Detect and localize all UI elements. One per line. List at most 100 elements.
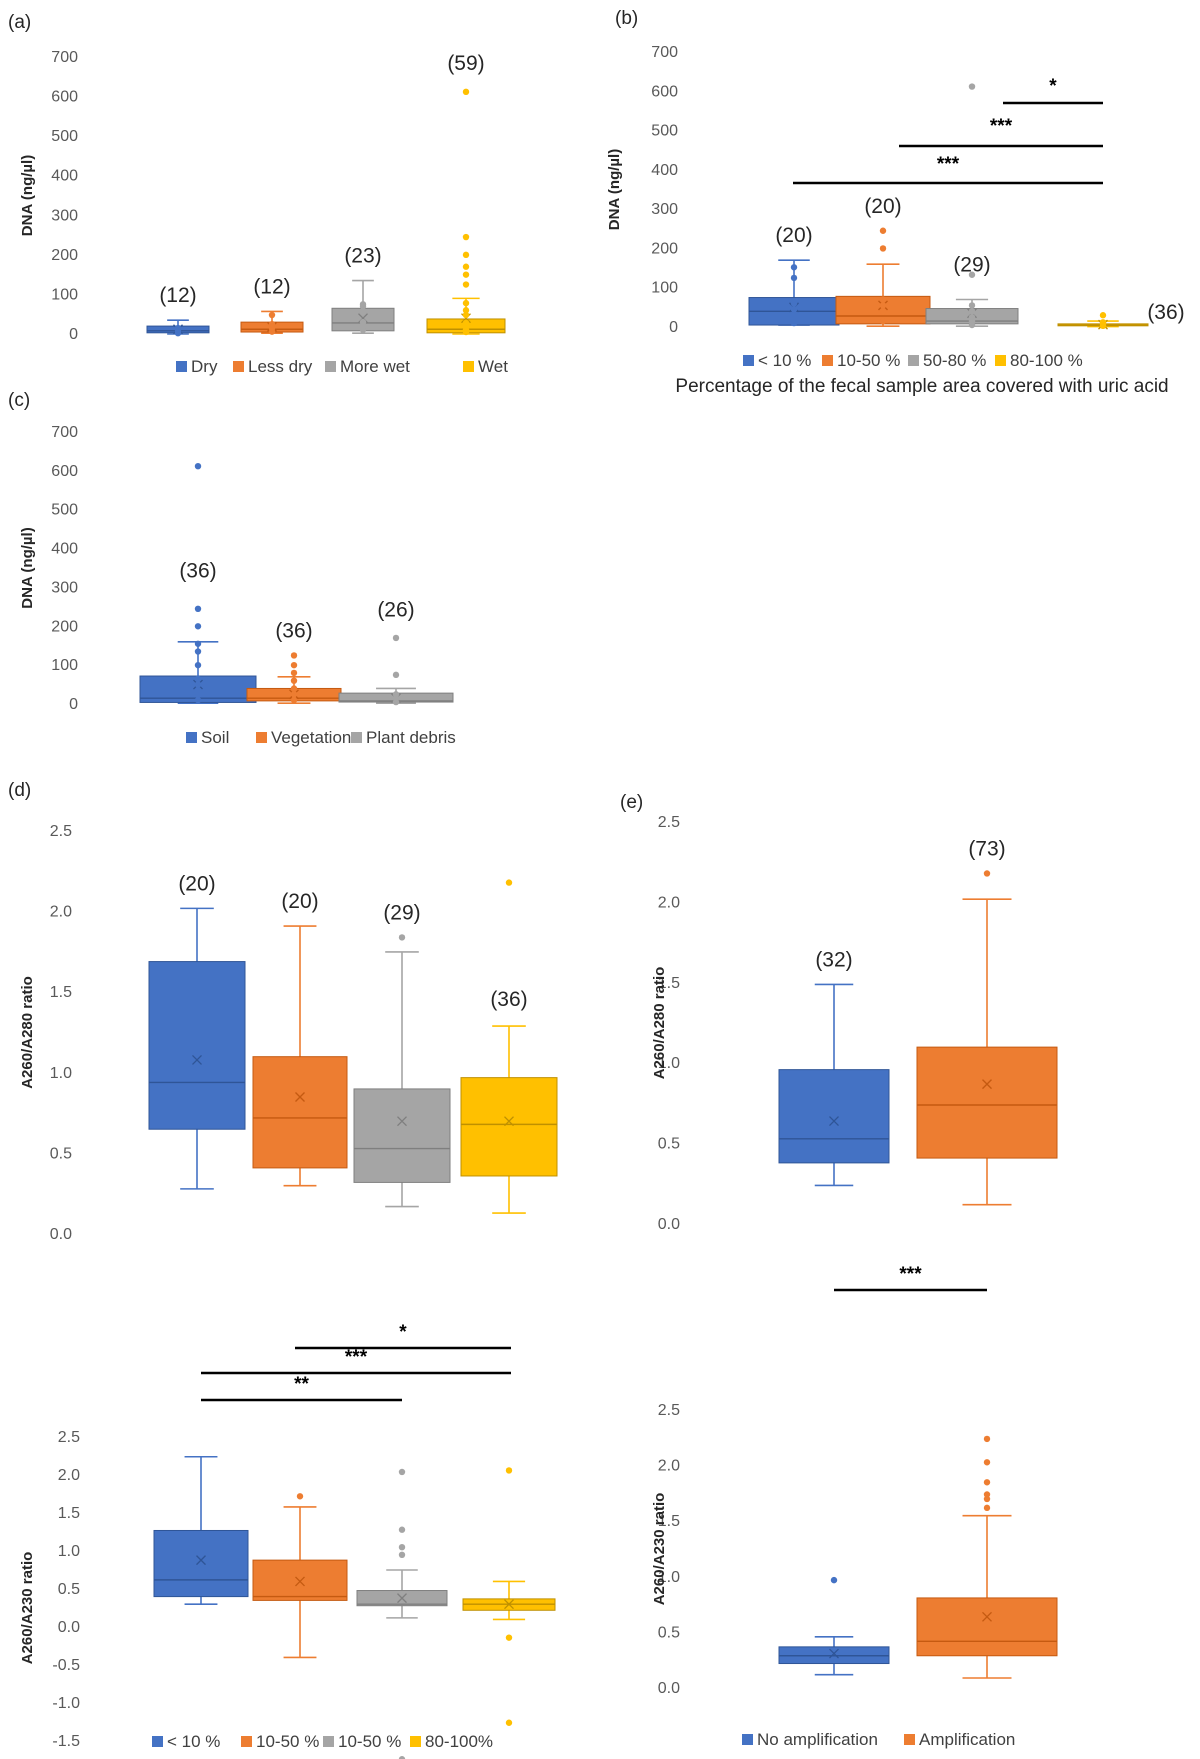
- legend-label: Amplification: [919, 1730, 1015, 1749]
- legend-swatch: [176, 361, 187, 372]
- legend-label: 10-50 %: [338, 1732, 401, 1751]
- box-d1-0: (20): [148, 872, 246, 1190]
- data-point: [505, 1467, 513, 1474]
- n-label: (36): [490, 988, 527, 1011]
- data-point: [968, 271, 976, 278]
- significance-label: ***: [899, 1264, 922, 1285]
- mean-marker: [829, 1116, 839, 1127]
- n-label: (20): [775, 224, 812, 247]
- y-axis-title-d1: A260/A280 ratio: [19, 976, 36, 1089]
- y-tick-label: -1.0: [52, 1695, 80, 1712]
- data-point: [879, 302, 887, 309]
- data-point: [290, 652, 298, 659]
- n-label: (32): [815, 948, 852, 971]
- box-c-0: (36): [139, 462, 257, 705]
- data-point: [268, 311, 276, 319]
- legend-swatch: [995, 355, 1006, 366]
- y-tick-label: 500: [51, 502, 78, 519]
- data-point: [194, 689, 202, 696]
- y-tick-label: 400: [51, 541, 78, 558]
- data-point: [462, 281, 470, 288]
- data-point: [174, 324, 182, 332]
- y-tick-label: 2.0: [58, 1467, 80, 1484]
- significance-label: *: [399, 1322, 407, 1343]
- y-tick-label: -0.5: [52, 1657, 80, 1674]
- y-tick-label: 100: [51, 286, 78, 303]
- data-point: [392, 671, 400, 679]
- data-point: [296, 1493, 304, 1500]
- box-iqr: [460, 1077, 558, 1177]
- y-tick-label: 0: [69, 696, 78, 713]
- box-e2-1: [916, 1435, 1058, 1679]
- significance-label: ***: [345, 1347, 368, 1368]
- data-point: [194, 675, 202, 682]
- data-point: [462, 88, 470, 96]
- data-point: [983, 1491, 991, 1498]
- box-a-3: (59): [426, 52, 506, 336]
- chart-e1: (e) 0.0 0.5 1.0 1.5 2.0 2.5 A260/A280 ratio (32)…: [620, 792, 1070, 1233]
- data-point: [392, 634, 400, 642]
- data-point: [194, 462, 202, 470]
- data-point: [194, 640, 202, 647]
- y-tick-label: 1.5: [58, 1505, 80, 1522]
- legend-label: < 10 %: [758, 351, 811, 370]
- panel-label-a: (a): [8, 12, 31, 33]
- mean-marker: [982, 1611, 992, 1622]
- y-tick-label: 0.5: [50, 1145, 72, 1162]
- data-point: [1099, 312, 1107, 319]
- significance-label: ***: [937, 154, 960, 175]
- legend-swatch: [351, 732, 362, 743]
- y-tick-label: 500: [51, 128, 78, 145]
- data-point: [505, 1634, 513, 1641]
- n-label: (12): [253, 275, 290, 298]
- box-e1-1: (73): [916, 837, 1058, 1206]
- significance-label: ***: [990, 116, 1013, 137]
- y-tick-label: 600: [651, 83, 678, 100]
- chart-b: (b) 0 100 200 300 400 500 600 700 DNA (ng/µl) (20)…: [606, 8, 1185, 397]
- data-point: [968, 308, 976, 315]
- data-point: [398, 1756, 406, 1759]
- y-tick-label: 400: [51, 168, 78, 185]
- legend-swatch: [241, 1736, 252, 1747]
- box-d1-1: (20): [252, 890, 348, 1187]
- legend-label: Wet: [478, 357, 508, 376]
- y-tick-label: 0.5: [658, 1624, 680, 1641]
- n-label: (29): [383, 901, 420, 924]
- data-point: [359, 326, 367, 334]
- n-label: (73): [968, 837, 1005, 860]
- data-point: [462, 251, 470, 259]
- box-d2-0: [153, 1455, 249, 1605]
- legend-label: Plant debris: [366, 728, 456, 747]
- y-tick-label: 2.5: [50, 823, 72, 840]
- legend-swatch: [186, 732, 197, 743]
- legend-swatch: [908, 355, 919, 366]
- y-axis-title-c: DNA (ng/µl): [19, 527, 36, 608]
- data-point: [462, 319, 470, 327]
- box-d2-3: [462, 1467, 556, 1726]
- data-point: [968, 83, 976, 90]
- data-point: [194, 605, 202, 612]
- y-tick-label: 0.5: [58, 1581, 80, 1598]
- y-tick-label: 0.0: [658, 1216, 680, 1233]
- x-axis-title-b: Percentage of the fecal sample area cove…: [675, 376, 1168, 397]
- legend-label: Less dry: [248, 357, 313, 376]
- y-tick-label: 2.5: [658, 814, 680, 831]
- y-tick-label: 500: [651, 123, 678, 140]
- data-point: [790, 274, 798, 282]
- chart-a: (a) 0 100 200 300 400 500 600 700 DNA (ng/µl) (12)…: [8, 12, 560, 376]
- y-tick-label: 300: [51, 579, 78, 596]
- chart-e2: 0.0 0.5 1.0 1.5 2.0 2.5 A260/A230 ratio *** No a…: [651, 1264, 1070, 1759]
- panel-label-b: (b): [615, 8, 638, 29]
- data-point: [968, 313, 976, 321]
- legend-label: Dry: [191, 357, 218, 376]
- data-point: [505, 1719, 513, 1726]
- y-tick-label: 2.0: [658, 894, 680, 911]
- data-point: [359, 301, 367, 308]
- box-iqr: [778, 1069, 890, 1164]
- data-point: [194, 623, 202, 630]
- data-point: [462, 299, 470, 307]
- legend-label: 50-80 %: [923, 351, 986, 370]
- y-tick-label: 1.5: [658, 975, 680, 992]
- legend-swatch: [325, 361, 336, 372]
- legend-swatch: [410, 1736, 421, 1747]
